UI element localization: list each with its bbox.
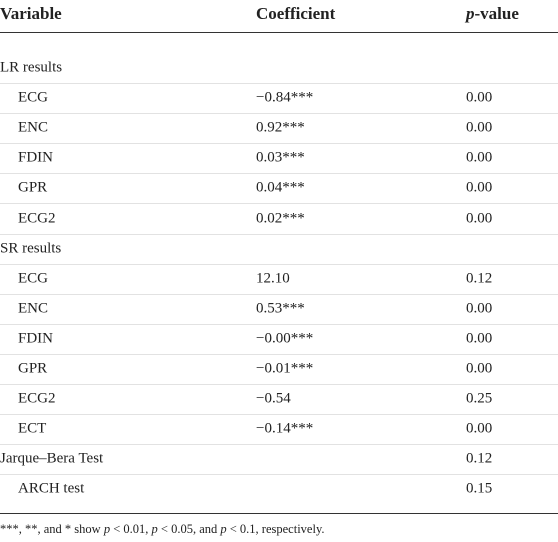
row-label: FDIN (18, 149, 54, 166)
p-value: 0.00 (466, 119, 493, 136)
row-rule (0, 444, 558, 445)
row-label: GPR (18, 360, 48, 377)
p-value: 0.00 (466, 149, 493, 166)
row-rule (0, 384, 558, 385)
p-value: 0.00 (466, 360, 493, 377)
p-value: 0.00 (466, 300, 493, 317)
coefficient: 0.04*** (256, 179, 305, 196)
row-rule (0, 83, 558, 84)
row-label: ARCH test (18, 480, 85, 497)
row-rule (0, 113, 558, 114)
coefficient: 0.53*** (256, 300, 305, 317)
footnote-part: < 0.01, (110, 522, 152, 536)
p-value: 0.25 (466, 390, 493, 407)
row-label: GPR (18, 179, 48, 196)
row-label: ECG2 (18, 390, 56, 407)
coefficient: −0.01*** (256, 360, 314, 377)
column-header: p-value (466, 4, 519, 24)
row-label: SR results (0, 240, 62, 257)
footnote-part: p (151, 522, 158, 536)
row-rule (0, 414, 558, 415)
row-label: ECT (18, 420, 47, 437)
row-label: ENC (18, 300, 48, 317)
column-header-italic: p (466, 4, 475, 23)
footnote-part: ***, **, and * show (0, 522, 104, 536)
column-header: Variable (0, 4, 62, 24)
column-header: Coefficient (256, 4, 335, 24)
row-rule (0, 264, 558, 265)
row-label: LR results (0, 59, 63, 76)
p-value: 0.12 (466, 270, 493, 287)
row-rule (0, 173, 558, 174)
p-value: 0.12 (466, 450, 493, 467)
footnote-part: < 0.05, and (157, 522, 221, 536)
column-header-text: -value (474, 4, 519, 23)
column-header-text: Coefficient (256, 4, 336, 23)
row-label: ECG (18, 89, 48, 106)
row-rule (0, 234, 558, 235)
coefficient: 0.92*** (256, 119, 305, 136)
footnote-part: < 0.1, respectively. (226, 522, 325, 536)
footnote-part: p (220, 522, 227, 536)
coefficient: 0.03*** (256, 149, 305, 166)
header-rule (0, 32, 558, 33)
row-label: ECG (18, 270, 48, 287)
coefficient: −0.54 (256, 390, 291, 407)
p-value: 0.00 (466, 89, 493, 106)
row-rule (0, 354, 558, 355)
coefficient: 12.10 (256, 270, 290, 287)
row-rule (0, 324, 558, 325)
row-rule (0, 143, 558, 144)
row-label: ENC (18, 119, 48, 136)
coefficient: 0.02*** (256, 210, 305, 226)
footnote-part: p (103, 522, 111, 536)
row-rule (0, 203, 558, 204)
coefficient: −0.84*** (256, 89, 314, 106)
p-value: 0.15 (466, 480, 493, 497)
coefficient: −0.14*** (256, 420, 314, 437)
row-rule (0, 294, 558, 295)
p-value: 0.00 (466, 179, 493, 196)
bottom-rule (0, 513, 558, 514)
column-header-text: Variable (0, 4, 62, 23)
footnote: ***, **, and * show p < 0.01, p < 0.05, … (0, 522, 325, 537)
row-label: ECG2 (18, 210, 56, 226)
row-label: Jarque–Bera Test (0, 450, 104, 467)
p-value: 0.00 (466, 420, 493, 437)
p-value: 0.00 (466, 330, 493, 347)
coefficient: −0.00*** (256, 330, 314, 347)
p-value: 0.00 (466, 210, 493, 226)
row-label: FDIN (18, 330, 54, 347)
row-rule (0, 474, 558, 475)
